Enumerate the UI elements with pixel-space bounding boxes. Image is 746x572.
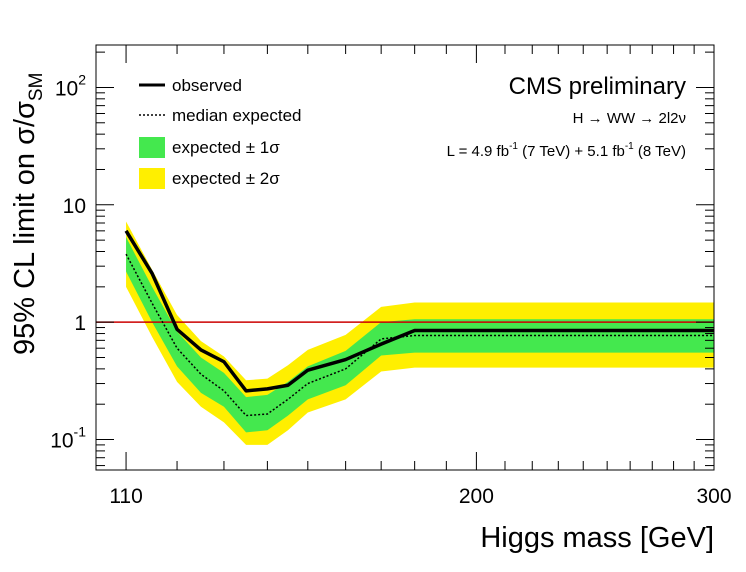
plot-area bbox=[96, 221, 714, 445]
y-tick-label: 1 bbox=[74, 312, 86, 335]
lumi-exp2: -1 bbox=[625, 141, 634, 152]
y-tick-label-exp: -1 bbox=[74, 424, 87, 440]
lumi-suffix: (8 TeV) bbox=[634, 143, 686, 160]
legend: observed median expected expected ± 1σ e… bbox=[139, 76, 301, 189]
legend-expected-label: median expected bbox=[172, 106, 301, 125]
legend-band1-label: expected ± 1σ bbox=[172, 138, 280, 157]
y-tick-label: 102 bbox=[55, 71, 86, 100]
lumi-exp1: -1 bbox=[509, 141, 518, 152]
x-axis-title: Higgs mass [GeV] bbox=[480, 522, 714, 554]
x-tick-label: 110 bbox=[109, 485, 142, 508]
experiment-label: CMS preliminary bbox=[509, 73, 686, 100]
x-tick-label: 300 bbox=[696, 485, 731, 508]
observed-line bbox=[124, 229, 714, 393]
y-tick-label: 10-1 bbox=[50, 424, 86, 453]
y-axis-title-main: 95% CL limit on σ/σ bbox=[9, 101, 41, 355]
y-tick-label-base: 10 bbox=[63, 195, 86, 218]
x-tick-label: 200 bbox=[459, 485, 494, 508]
process-label: H → WW → 2l2ν bbox=[573, 110, 686, 127]
lumi-label: L = 4.9 fb-1 (7 TeV) + 5.1 fb-1 (8 TeV) bbox=[447, 141, 686, 160]
y-axis-title-sub: SM bbox=[26, 73, 47, 102]
legend-band2-swatch bbox=[139, 168, 165, 189]
y-tick-label-base: 1 bbox=[74, 312, 86, 335]
y-tick-label-base: 10 bbox=[50, 430, 73, 453]
legend-band2-label: expected ± 2σ bbox=[172, 169, 280, 188]
plot-frame bbox=[95, 44, 715, 471]
y-tick-label: 10 bbox=[63, 195, 86, 218]
axes bbox=[95, 44, 715, 471]
lumi-middle: (7 TeV) + 5.1 fb bbox=[518, 143, 625, 160]
y-tick-label-exp: 2 bbox=[78, 71, 86, 87]
y-tick-label-base: 10 bbox=[55, 77, 78, 100]
legend-band1-swatch bbox=[139, 137, 165, 158]
legend-observed-label: observed bbox=[172, 76, 242, 95]
lumi-prefix: L = 4.9 fb bbox=[447, 143, 509, 160]
expected-line bbox=[125, 253, 714, 417]
y-axis-title: 95% CL limit on σ/σSM bbox=[9, 73, 47, 355]
